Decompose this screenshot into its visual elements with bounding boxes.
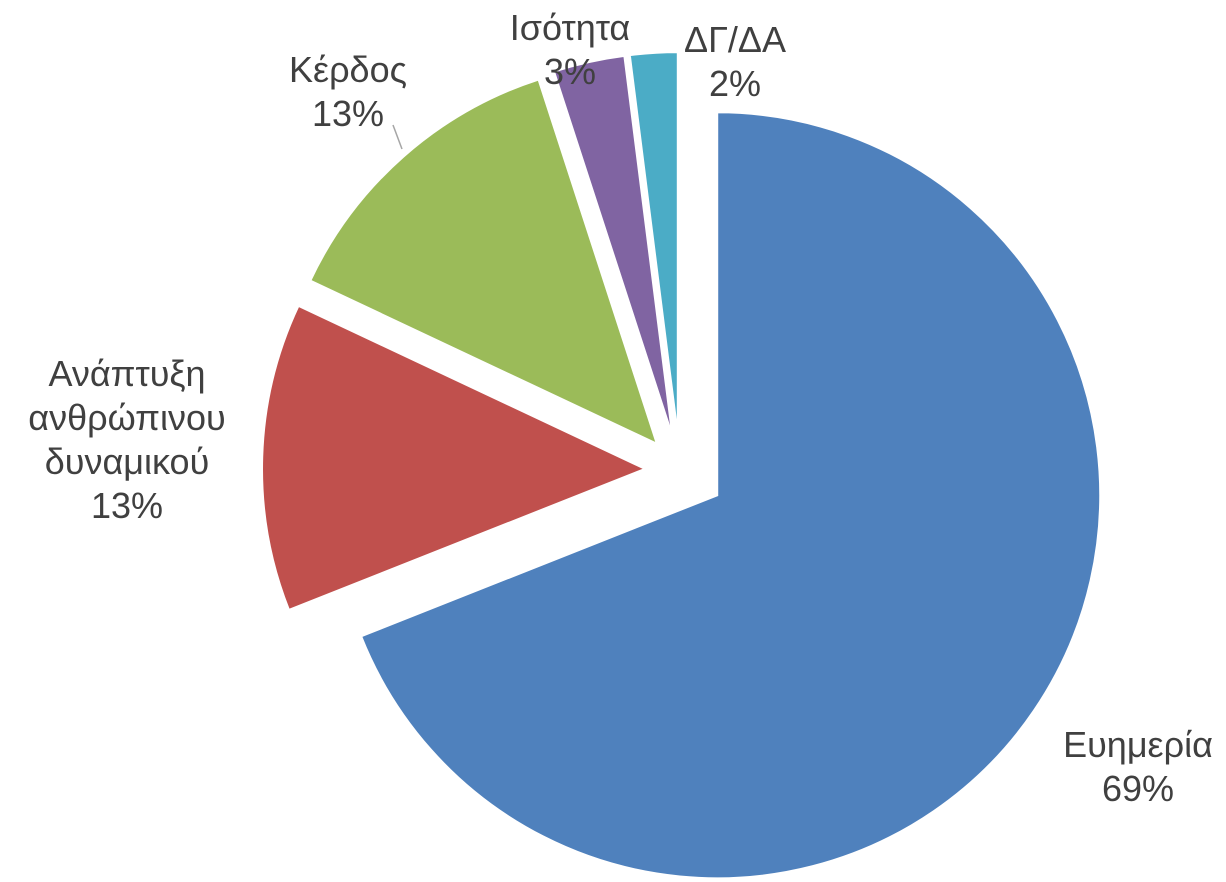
value-label: 2% [708, 63, 762, 104]
value-label: 13% [90, 485, 164, 526]
category-label: ΔΓ/ΔΑ [684, 19, 786, 60]
pie-slice [552, 54, 674, 437]
slice-label: Ισότητα 3% [470, 6, 670, 94]
slice-label: Ανάπτυξη ανθρώπινου δυναμικού 13% [7, 352, 247, 528]
pie-slice [308, 78, 659, 446]
value-label: 13% [311, 93, 385, 134]
slice-label: ΔΓ/ΔΑ 2% [635, 18, 835, 106]
pie-slice [628, 51, 679, 436]
category-label: Ανάπτυξη ανθρώπινου δυναμικού [28, 353, 226, 482]
value-label: 69% [1101, 768, 1175, 809]
value-label: 3% [543, 51, 597, 92]
slice-label: Ευημερία 69% [988, 723, 1226, 811]
category-label: Ευημερία [1063, 724, 1213, 765]
leader-line [392, 124, 403, 150]
pie-slice [261, 304, 648, 612]
slice-label: Κέρδος 13% [238, 48, 458, 136]
pie-slice [359, 111, 1102, 880]
category-label: Κέρδος [289, 49, 407, 90]
category-label: Ισότητα [509, 7, 631, 48]
